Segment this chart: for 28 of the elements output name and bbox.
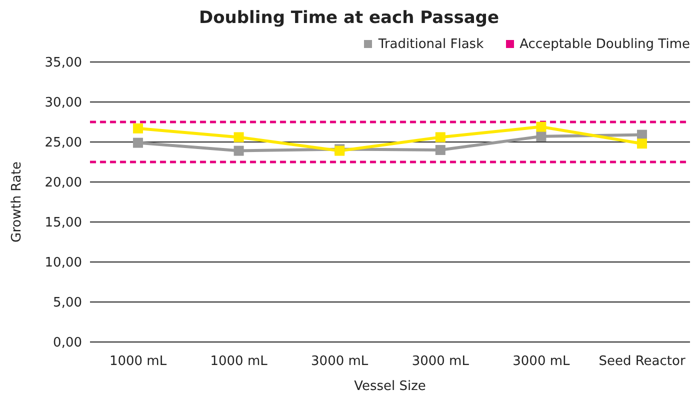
y-tick-label: 25,00	[44, 136, 82, 151]
y-tick-label: 5,00	[53, 296, 82, 311]
point	[637, 138, 647, 149]
legend-label: Traditional Flask	[377, 36, 484, 54]
y-tick-label: 35,00	[44, 56, 82, 71]
x-tick-label: 3000 mL	[512, 354, 571, 370]
x-tick-label: 3000 mL	[412, 354, 470, 370]
point	[133, 123, 143, 134]
y-tick-label: 10,00	[44, 256, 82, 271]
point	[536, 122, 546, 132]
x-tick-label: 1000 mL	[210, 354, 268, 370]
y-tick-label: 20,00	[44, 176, 82, 191]
point	[234, 132, 244, 142]
x-axis-title: Vessel Size	[354, 379, 426, 394]
legend-label: Acceptable Doubling Time	[518, 36, 690, 54]
chart-title: Doubling Time at each Passage	[198, 8, 500, 30]
y-tick-label: 30,00	[44, 96, 82, 111]
point	[133, 138, 143, 148]
x-tick-label: 1000 mL	[109, 354, 168, 370]
y-axis-title: Growth Rate	[10, 162, 25, 242]
y-tick-label: 15,00	[44, 216, 82, 231]
point	[435, 132, 446, 142]
point	[536, 131, 546, 142]
x-tick-label: 3000 mL	[311, 354, 369, 370]
point	[234, 146, 244, 156]
x-tick-label: Seed Reactor	[598, 354, 686, 370]
point	[435, 145, 446, 155]
y-tick-label: 0,00	[53, 336, 82, 351]
